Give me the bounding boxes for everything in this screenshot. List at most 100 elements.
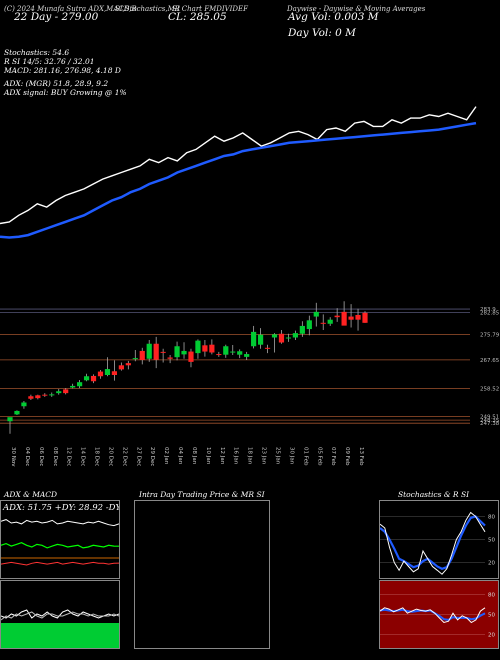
candle-body [125, 363, 131, 366]
candle-body [271, 334, 278, 338]
level-label: 247.38 [480, 421, 500, 427]
candle-body [216, 354, 222, 356]
date-tick-label: 22 Dec [121, 447, 127, 466]
rsi-panel: 80 50 20 [379, 580, 499, 649]
plus-di-line [1, 542, 119, 549]
date-tick-label: 07 Feb [330, 447, 336, 466]
stoch-d-line [380, 515, 486, 570]
candle-body [257, 334, 264, 345]
date-tick-label: 09 Feb [344, 447, 350, 466]
date-tick-label: 08 Jan [191, 447, 197, 465]
date-tick-label: 25 Jan [275, 447, 281, 465]
date-tick-label: 18 Dec [94, 447, 100, 466]
candle-body [49, 394, 55, 396]
date-tick-label: 16 Jan [233, 447, 239, 465]
candle-body [77, 382, 83, 387]
avg-volume: Avg Vol: 0.003 M [288, 11, 379, 23]
date-tick-label: 08 Dec [52, 447, 58, 466]
candle-body [160, 351, 166, 353]
date-tick-label: 14 Dec [80, 447, 86, 466]
stochastics-readout: Stochastics: 54.6 [4, 48, 70, 57]
level-label: 282.85 [480, 310, 500, 316]
candle-body [111, 371, 118, 375]
level-label: 283.9 [480, 307, 496, 313]
rsi-readout: R SI 14/5: 32.76 / 32.01 [4, 57, 95, 66]
level-label: 275.79 [480, 332, 500, 338]
stoch-tick-label: 20 [488, 561, 495, 567]
moving-average-line [0, 121, 477, 239]
macd-histogram [1, 623, 119, 648]
candle-body [56, 391, 62, 394]
macd-readout: MACD: 281.16, 276.98, 4.18 D [4, 66, 121, 75]
price-line [0, 106, 477, 225]
adx-panel: ADX: 51.75 +DY: 28.92 -DY: 9.19 [0, 500, 120, 579]
candle-body [355, 315, 361, 320]
candle-body [35, 395, 41, 399]
date-tick-label: 30 Nov [10, 447, 16, 467]
date-tick-label: 04 Jan [177, 447, 183, 465]
candle-body [90, 375, 97, 382]
adx-bg [1, 501, 119, 578]
intraday-title: Intra Day Trading Price & MR SI [139, 490, 265, 499]
stoch-tick-label: 80 [488, 514, 495, 520]
date-tick-label: 05 Feb [316, 447, 322, 466]
candle-body [195, 340, 201, 354]
price-date-line: 22 Day - 279.00 [14, 11, 99, 23]
candle-body [7, 417, 13, 422]
macd-line [1, 609, 119, 619]
candle-body [341, 311, 347, 326]
candle-body [237, 351, 243, 355]
rsi-tick-label: 20 [488, 633, 495, 639]
candle-body [320, 322, 326, 324]
candle-body [42, 394, 48, 396]
adx-values: ADX: 51.75 +DY: 28.92 -DY: 9.19 [3, 503, 120, 513]
day-volume: Day Vol: 0 M [288, 27, 356, 39]
adx-signal: ADX signal: BUY Growing @ 1% [4, 88, 127, 97]
close-price: CL: 285.05 [168, 11, 227, 23]
macd-panel [0, 580, 120, 649]
candle-body [83, 376, 90, 381]
candle-body [230, 351, 236, 353]
candle-body [327, 319, 333, 324]
candle-body [244, 354, 250, 357]
stoch-k-line [380, 511, 486, 575]
date-tick-label: 23 Jan [261, 447, 267, 465]
candle-body [209, 344, 215, 353]
header-indicators: SI,Stochastics,MR [115, 5, 181, 13]
candle-body [28, 396, 34, 399]
candle-body [306, 320, 312, 330]
date-tick-label: 18 Jan [247, 447, 253, 465]
level-label: 248.35 [480, 418, 500, 424]
date-tick-label: 20 Dec [107, 447, 113, 466]
candle-body [63, 389, 69, 394]
candle-body [292, 333, 298, 338]
candle-body [334, 315, 340, 318]
candle-body [313, 311, 319, 317]
rsi-tick-label: 50 [488, 613, 495, 619]
candle-body [202, 345, 208, 352]
adx-line [1, 519, 119, 527]
candle-body [251, 331, 257, 347]
candle-body [299, 325, 305, 334]
candle-body [362, 312, 368, 323]
date-tick-label: 13 Feb [358, 447, 364, 466]
candle-body [188, 351, 194, 362]
date-tick-label: 12 Dec [66, 447, 72, 466]
adx-macd-title: ADX & MACD [4, 490, 58, 499]
candle-body [70, 385, 76, 388]
stoch-tick-label: 50 [488, 538, 495, 544]
candle-body [181, 350, 187, 355]
stochastics-panel: 80 50 20 [379, 500, 499, 579]
candle-body [97, 371, 104, 377]
candle-body [278, 333, 285, 343]
candle-body [104, 369, 111, 375]
header-symbol: SI Chart FMDIVIDEF [172, 5, 249, 13]
candle-body [14, 410, 20, 415]
candle-body [153, 343, 159, 360]
date-tick-label: 02 Jan [163, 447, 169, 465]
date-tick-label: 01 Feb [302, 447, 308, 466]
rsi-line [380, 607, 486, 624]
date-tick-label: 27 Dec [135, 447, 141, 466]
candle-body [174, 346, 180, 358]
date-tick-label: 12 Jan [219, 447, 225, 465]
